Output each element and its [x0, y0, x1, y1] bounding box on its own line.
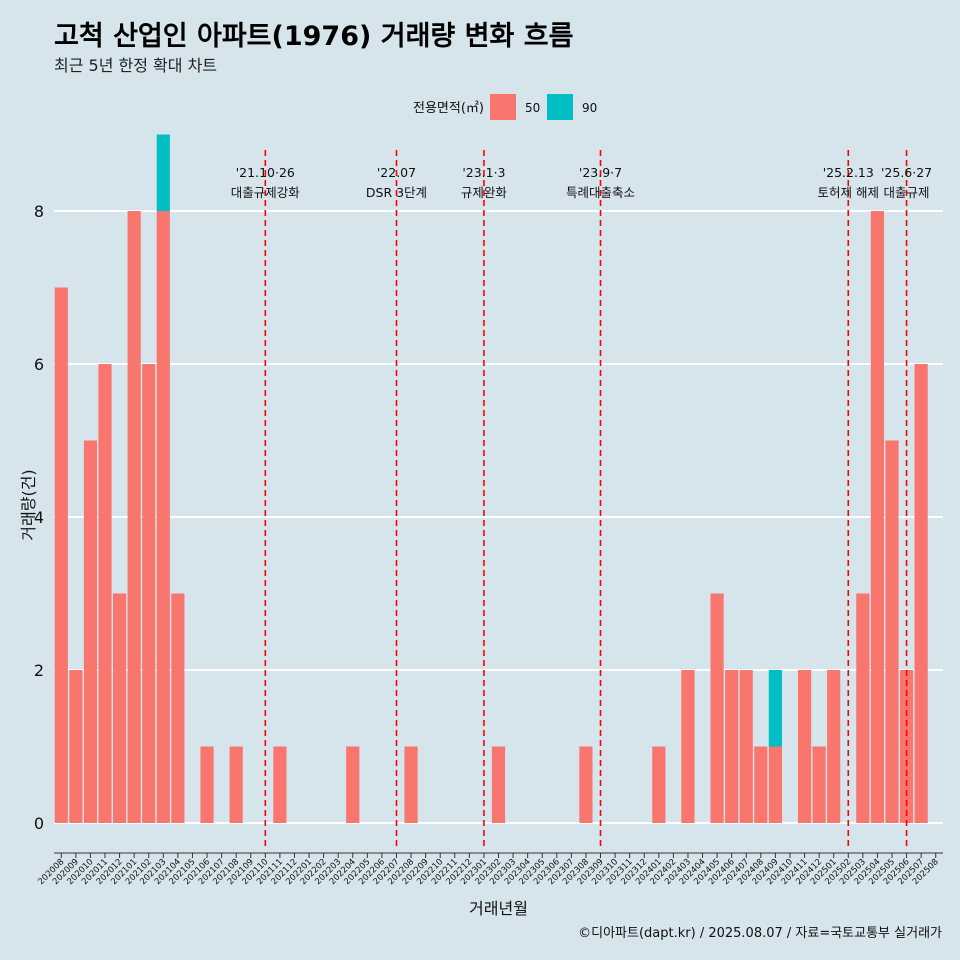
bar-50: [914, 364, 928, 823]
bar-50: [768, 746, 782, 823]
bar-50: [870, 211, 885, 823]
bar-50: [579, 746, 593, 823]
bar-50: [710, 593, 724, 823]
event-label: 토허제 해제: [818, 185, 879, 200]
bar-50: [273, 746, 287, 823]
bar-50: [98, 364, 112, 823]
chart-title: 고척 산업인 아파트(1976) 거래량 변화 흐름: [54, 21, 574, 52]
event-date-label: '25.2.13: [823, 165, 874, 180]
event-date-label: '23.9·7: [579, 165, 622, 180]
bar-50: [885, 440, 899, 823]
legend-swatch-90: [547, 94, 573, 120]
bar-50: [725, 670, 739, 823]
event-label: 대출규제: [884, 185, 930, 200]
event-date-label: '22.07: [377, 165, 416, 180]
event-date-label: '25.6·27: [881, 165, 932, 180]
bar-50: [171, 593, 185, 823]
legend-label-90: 90: [582, 101, 597, 115]
bar-50: [754, 746, 768, 823]
event-label: 규제완화: [461, 185, 508, 200]
bar-90: [156, 134, 170, 211]
event-label: 특례대출축소: [566, 185, 635, 200]
bar-50: [491, 746, 506, 823]
legend-title: 전용면적(㎡): [413, 101, 484, 116]
bar-50: [112, 593, 127, 823]
y-tick-label: 6: [34, 355, 44, 374]
bar-50: [156, 211, 170, 823]
legend-swatch-50: [490, 94, 516, 120]
y-tick-label: 0: [34, 814, 44, 833]
bar-50: [54, 287, 68, 823]
x-axis-title: 거래년월: [469, 899, 528, 918]
bar-50: [681, 670, 695, 823]
bar-90: [768, 670, 782, 747]
bar-50: [142, 364, 156, 823]
chart-subtitle: 최근 5년 한정 확대 차트: [54, 56, 218, 75]
bar-50: [797, 670, 812, 823]
bar-50: [200, 746, 214, 823]
y-axis-title: 거래량(건): [19, 469, 38, 540]
event-label: DSR 3단계: [366, 185, 427, 200]
event-date-label: '21.10·26: [236, 165, 295, 180]
y-tick-label: 8: [34, 202, 44, 221]
bar-50: [404, 746, 418, 823]
bar-50: [69, 670, 83, 823]
bar-50: [83, 440, 98, 823]
source-caption: ©디아파트(dapt.kr) / 2025.08.07 / 자료=국토교통부 실…: [578, 926, 942, 941]
legend-label-50: 50: [525, 101, 540, 115]
bar-50: [856, 593, 870, 823]
y-tick-label: 4: [34, 508, 44, 527]
bar-50: [812, 746, 826, 823]
bar-50: [346, 746, 360, 823]
bar-50: [739, 670, 753, 823]
bar-50: [652, 746, 666, 823]
y-tick-label: 2: [34, 661, 44, 680]
bar-50: [229, 746, 243, 823]
event-label: 대출규제강화: [231, 185, 301, 200]
bar-50: [899, 670, 914, 823]
bar-50: [827, 670, 841, 823]
bar-50: [127, 211, 141, 823]
event-date-label: '23.1·3: [462, 165, 505, 180]
